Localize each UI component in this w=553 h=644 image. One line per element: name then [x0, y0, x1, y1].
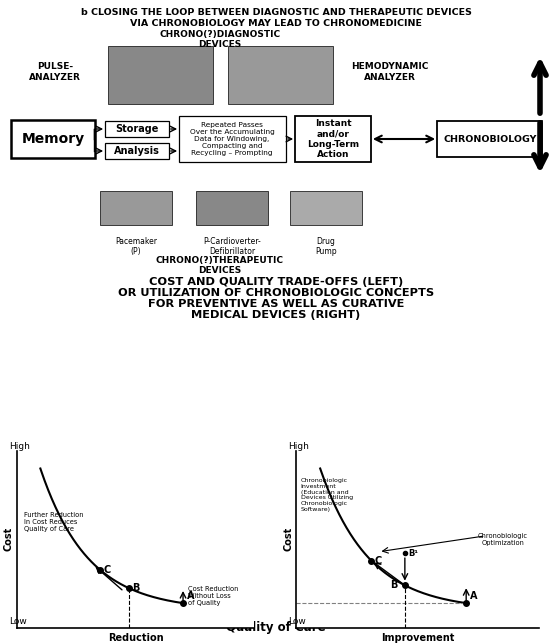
Text: DEVICES: DEVICES: [199, 40, 242, 49]
Text: A: A: [470, 591, 477, 601]
Text: PULSE-
ANALYZER: PULSE- ANALYZER: [29, 62, 81, 82]
Text: Quality of Care: Quality of Care: [226, 621, 326, 634]
Text: FOR PREVENTIVE AS WELL AS CURATIVE: FOR PREVENTIVE AS WELL AS CURATIVE: [148, 299, 404, 309]
FancyBboxPatch shape: [196, 191, 268, 225]
Text: B: B: [132, 583, 140, 593]
FancyBboxPatch shape: [295, 116, 371, 162]
Text: Low: Low: [9, 617, 27, 626]
Text: Further Reduction
In Cost Reduces
Quality of Care: Further Reduction In Cost Reduces Qualit…: [24, 511, 83, 532]
Text: High: High: [9, 442, 30, 451]
Y-axis label: Cost: Cost: [283, 527, 293, 551]
FancyBboxPatch shape: [228, 46, 333, 104]
X-axis label: Reduction: Reduction: [108, 634, 163, 643]
Y-axis label: Cost: Cost: [4, 527, 14, 551]
Text: Chronobiologic
Optimization: Chronobiologic Optimization: [478, 533, 528, 546]
Text: B¹: B¹: [409, 549, 419, 558]
FancyBboxPatch shape: [11, 120, 95, 158]
Text: Analysis: Analysis: [114, 146, 160, 156]
Text: CHRONO(?)THERAPEUTIC: CHRONO(?)THERAPEUTIC: [156, 256, 284, 265]
Text: C: C: [104, 565, 111, 575]
Text: Storage: Storage: [116, 124, 159, 134]
Text: Chronobiologic
Investment
(Education and
Devices Utilizing
Chronobiologic
Softwa: Chronobiologic Investment (Education and…: [301, 478, 353, 512]
Text: DEVICES: DEVICES: [199, 266, 242, 275]
Text: Pacemaker
(P): Pacemaker (P): [115, 237, 157, 256]
Text: C: C: [375, 556, 382, 565]
Text: Repeated Passes
Over the Accumulating
Data for Windowing,
Compacting and
Recycli: Repeated Passes Over the Accumulating Da…: [190, 122, 274, 156]
FancyBboxPatch shape: [108, 46, 213, 104]
Text: Cost Reduction
Without Loss
of Quality: Cost Reduction Without Loss of Quality: [188, 585, 238, 605]
Text: CHRONO(?)DIAGNOSTIC: CHRONO(?)DIAGNOSTIC: [159, 30, 280, 39]
Text: OR UTILIZATION OF CHRONOBIOLOGIC CONCEPTS: OR UTILIZATION OF CHRONOBIOLOGIC CONCEPT…: [118, 288, 434, 298]
Text: Drug
Pump: Drug Pump: [315, 237, 337, 256]
Text: High: High: [289, 442, 310, 451]
Text: B: B: [390, 580, 398, 591]
Text: Low: Low: [289, 617, 306, 626]
Text: Instant
and/or
Long-Term
Action: Instant and/or Long-Term Action: [307, 119, 359, 159]
FancyBboxPatch shape: [179, 116, 286, 162]
FancyBboxPatch shape: [437, 121, 542, 157]
FancyBboxPatch shape: [100, 191, 172, 225]
Text: VIA CHRONOBIOLOGY MAY LEAD TO CHRONOMEDICINE: VIA CHRONOBIOLOGY MAY LEAD TO CHRONOMEDI…: [130, 19, 422, 28]
Text: CHRONOBIOLOGY: CHRONOBIOLOGY: [444, 135, 537, 144]
FancyBboxPatch shape: [290, 191, 362, 225]
Text: HEMODYNAMIC
ANALYZER: HEMODYNAMIC ANALYZER: [351, 62, 429, 82]
Text: COST AND QUALITY TRADE-OFFS (LEFT): COST AND QUALITY TRADE-OFFS (LEFT): [149, 277, 403, 287]
FancyBboxPatch shape: [105, 143, 169, 159]
X-axis label: Improvement: Improvement: [381, 634, 454, 643]
Text: P-Cardioverter-
Defibrillator: P-Cardioverter- Defibrillator: [203, 237, 261, 256]
Text: Memory: Memory: [22, 132, 85, 146]
Text: MEDICAL DEVICES (RIGHT): MEDICAL DEVICES (RIGHT): [191, 310, 361, 320]
Text: A: A: [186, 591, 194, 601]
FancyBboxPatch shape: [105, 121, 169, 137]
Text: b CLOSING THE LOOP BETWEEN DIAGNOSTIC AND THERAPEUTIC DEVICES: b CLOSING THE LOOP BETWEEN DIAGNOSTIC AN…: [81, 8, 472, 17]
